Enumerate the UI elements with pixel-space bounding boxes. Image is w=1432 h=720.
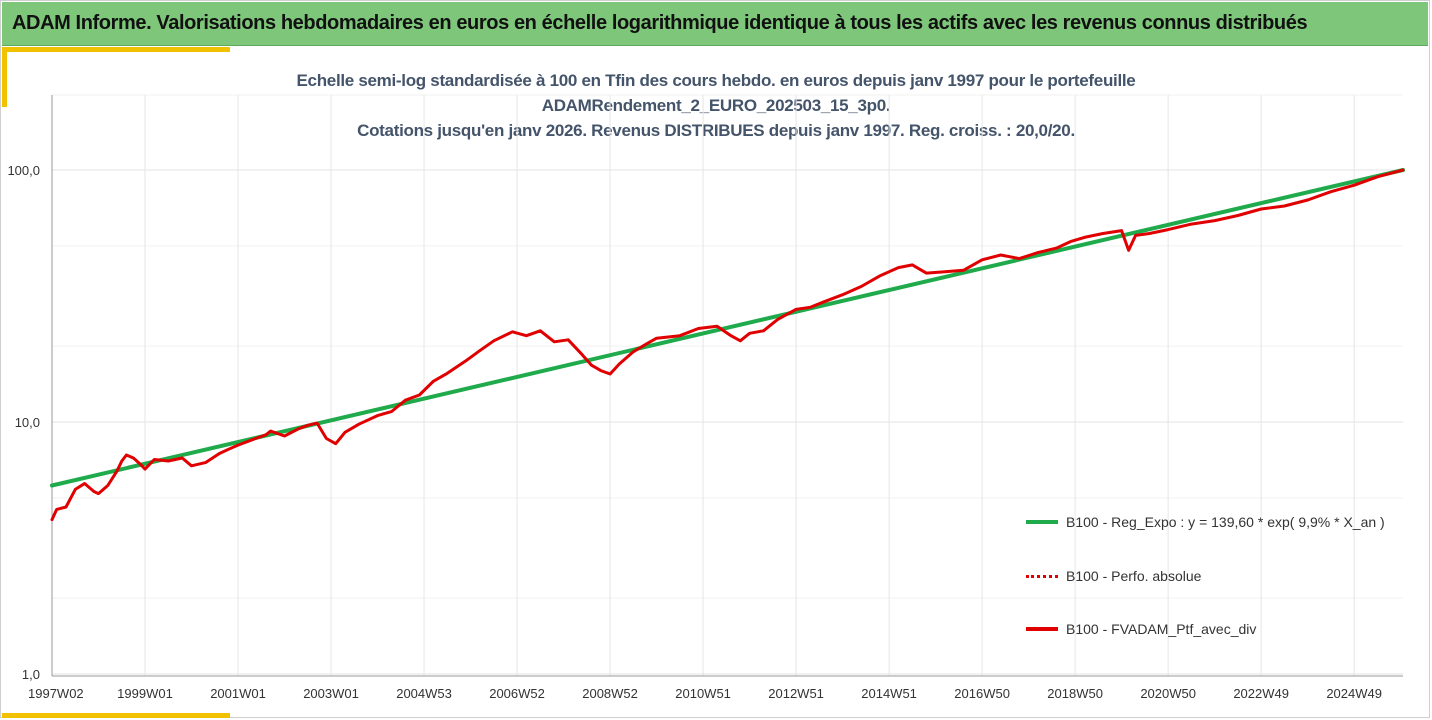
x-tick-label: 2016W50	[954, 686, 1010, 701]
accent-bar-left	[2, 47, 7, 107]
x-tick-label: 2010W51	[675, 686, 731, 701]
x-tick-label: 2006W52	[489, 686, 545, 701]
x-tick-label: 1997W02	[28, 686, 84, 701]
report-title: ADAM Informe. Valorisations hebdomadaire…	[12, 12, 1308, 34]
legend-label-regression: B100 - Reg_Expo : y = 139,60 * exp( 9,9%…	[1066, 514, 1385, 530]
x-tick-labels: 1997W02 1999W01 2001W01 2003W01 2004W53 2006W…	[28, 686, 1382, 701]
chart-title-line-1: Echelle semi-log standardisée à 100 en T…	[296, 71, 1136, 90]
legend-label-perfo-absolue: B100 - Perfo. absolue	[1066, 568, 1202, 584]
portfolio-line	[50, 168, 1405, 522]
chart-title: Echelle semi-log standardisée à 100 en T…	[0, 68, 1432, 143]
x-tick-label: 2012W51	[768, 686, 824, 701]
x-tick-label: 2014W51	[861, 686, 917, 701]
x-tick-label: 2022W49	[1233, 686, 1289, 701]
chart-title-line-3: Cotations jusqu'en janv 2026. Revenus DI…	[357, 121, 1075, 140]
series-layer	[50, 168, 1405, 522]
legend-item-portfolio: B100 - FVADAM_Ptf_avec_div	[1026, 619, 1256, 639]
legend-swatch-portfolio	[1026, 627, 1058, 631]
legend-swatch-regression	[1026, 520, 1058, 524]
legend-item-regression: B100 - Reg_Expo : y = 139,60 * exp( 9,9%…	[1026, 512, 1385, 532]
x-tick-label: 2001W01	[210, 686, 266, 701]
y-gridlines	[52, 94, 1403, 675]
report-header: ADAM Informe. Valorisations hebdomadaire…	[2, 2, 1428, 46]
x-gridlines	[51, 95, 1355, 676]
y-tick-label: 1,0	[22, 667, 40, 682]
x-tick-label: 2020W50	[1140, 686, 1196, 701]
y-tick-labels: 1,0 10,0 100,0	[7, 163, 40, 682]
x-tick-label: 2024W49	[1326, 686, 1382, 701]
legend-item-perfo-absolue: B100 - Perfo. absolue	[1026, 566, 1201, 586]
x-tick-label: 2008W52	[582, 686, 638, 701]
accent-bar-top	[2, 47, 230, 52]
x-tick-label: 2003W01	[303, 686, 359, 701]
y-tick-label: 100,0	[7, 163, 40, 178]
y-tick-label: 10,0	[15, 415, 40, 430]
axes	[51, 95, 1403, 677]
chart-title-line-2: ADAMRendement_2_EURO_202503_15_3p0.	[541, 96, 891, 115]
legend-label-portfolio: B100 - FVADAM_Ptf_avec_div	[1066, 621, 1257, 637]
x-tick-label: 1999W01	[117, 686, 173, 701]
accent-bar-bottom	[2, 713, 230, 718]
x-tick-label: 2018W50	[1047, 686, 1103, 701]
legend-swatch-perfo-absolue	[1026, 574, 1058, 578]
x-tick-label: 2004W53	[396, 686, 452, 701]
